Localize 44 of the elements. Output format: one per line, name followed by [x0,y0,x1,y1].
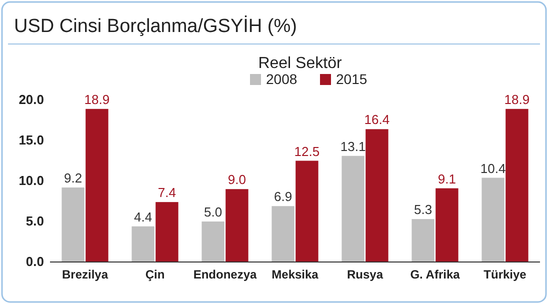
data-label: 18.9 [84,92,110,107]
y-tick-label: 0.0 [26,254,44,270]
data-label: 7.4 [158,185,176,200]
bar [436,188,458,262]
bar [482,178,504,262]
data-label: 12.5 [294,144,320,159]
x-tick-label: Çin [145,268,165,282]
bar [272,206,294,262]
bar [62,187,84,262]
bar [156,202,178,262]
x-tick-label: Endonezya [193,268,257,282]
y-tick-label: 15.0 [18,132,44,148]
x-tick-label: Brezilya [62,268,108,282]
chart-subtitle: Reel Sektör [258,55,342,72]
data-label: 9.2 [64,170,82,186]
bar [132,226,154,262]
y-tick-label: 5.0 [26,214,44,229]
data-label: 18.9 [504,92,530,107]
data-label: 4.4 [134,209,152,224]
bar [226,189,248,262]
data-label: 13.1 [340,138,366,154]
data-label: 5.0 [204,204,222,220]
data-label: 9.0 [228,172,246,188]
chart-title: USD Cinsi Borçlanma/GSYİH (%) [14,15,297,37]
bar [86,108,108,262]
bar [506,108,528,262]
bar [202,222,224,262]
x-tick-label: G. Afrika [410,268,460,282]
legend-label: 2015 [336,71,368,87]
y-tick-label: 10.0 [18,173,44,188]
x-tick-label: Türkiye [484,268,527,282]
bar [342,156,364,262]
x-tick-label: Meksika [272,268,319,282]
bar [366,129,388,262]
data-label: 16.4 [364,112,390,128]
data-label: 10.4 [480,160,506,176]
data-label: 5.3 [414,202,432,218]
bar [412,219,434,262]
x-tick-label: Rusya [346,268,384,282]
y-tick-label: 20.0 [18,92,44,108]
bar [296,160,318,262]
data-label: 6.9 [274,189,292,204]
data-label: 9.1 [438,171,456,186]
legend-label: 2008 [266,71,298,87]
